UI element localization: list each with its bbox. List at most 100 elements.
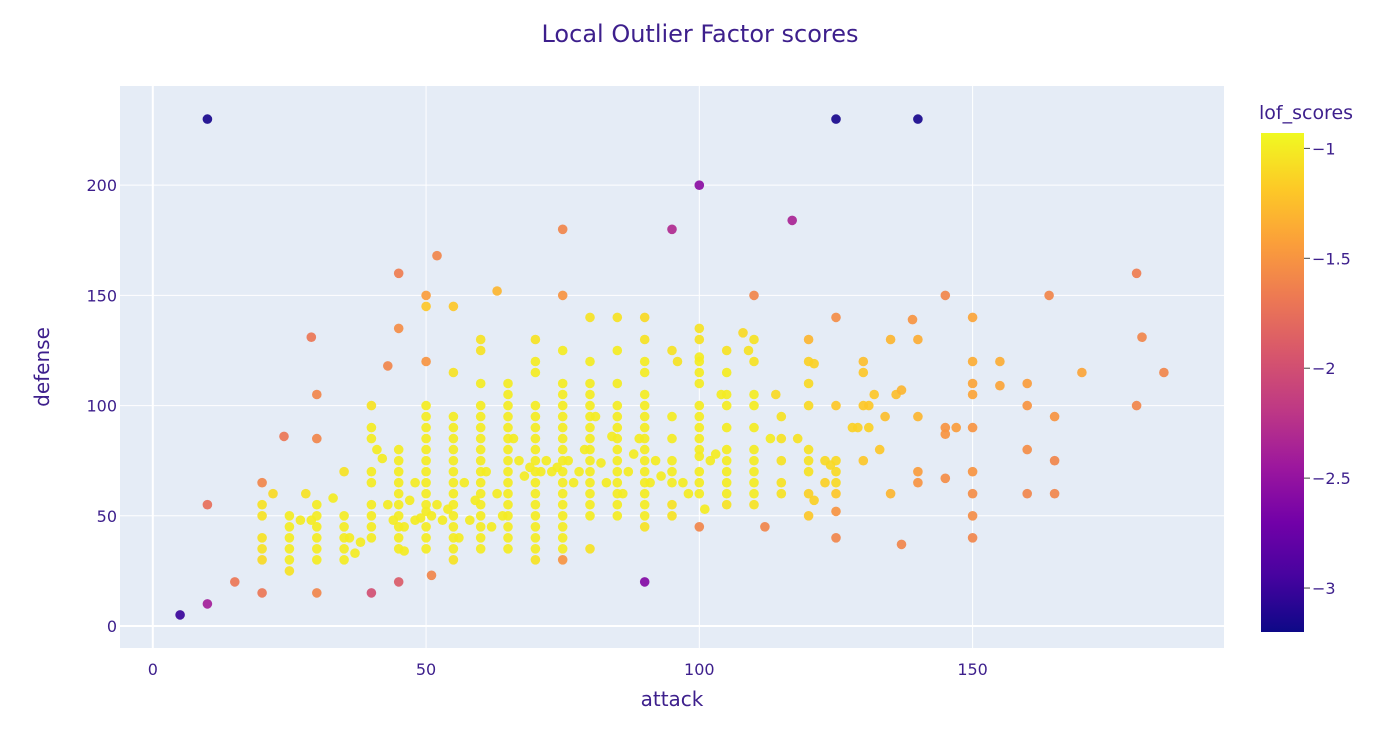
- data-point: [312, 544, 322, 554]
- data-point: [475, 411, 486, 422]
- data-point: [749, 389, 759, 400]
- data-point: [694, 422, 705, 433]
- data-point: [831, 114, 841, 124]
- data-point: [475, 378, 486, 389]
- data-point: [667, 499, 677, 510]
- data-point: [721, 400, 732, 411]
- data-point: [940, 422, 951, 433]
- data-point: [639, 312, 650, 323]
- data-point: [639, 356, 650, 367]
- colorbar-tick-label: −1.5: [1312, 249, 1351, 268]
- data-point: [694, 466, 705, 477]
- data-point: [366, 466, 377, 477]
- data-point: [913, 334, 923, 345]
- data-point: [541, 455, 552, 466]
- data-point: [1044, 290, 1054, 301]
- data-point: [667, 511, 677, 521]
- data-point: [612, 422, 623, 433]
- data-point: [694, 477, 705, 488]
- data-point: [967, 422, 978, 433]
- colorbar: [1261, 133, 1304, 632]
- data-point: [312, 389, 322, 400]
- data-point: [639, 455, 650, 466]
- data-point: [306, 515, 317, 525]
- colorbar-tick-label: −3: [1312, 579, 1336, 598]
- data-point: [530, 522, 541, 532]
- data-point: [639, 477, 650, 488]
- data-point: [448, 367, 459, 378]
- data-point: [967, 533, 978, 543]
- data-point: [448, 477, 459, 488]
- data-point: [803, 334, 814, 345]
- data-point: [421, 400, 431, 411]
- data-point: [716, 389, 726, 400]
- data-point: [1049, 411, 1060, 422]
- data-point: [612, 499, 623, 510]
- data-point: [443, 504, 453, 514]
- data-point: [519, 471, 530, 481]
- data-point: [393, 466, 404, 477]
- data-point: [869, 389, 879, 400]
- data-point: [694, 400, 705, 411]
- data-point: [760, 522, 770, 532]
- data-point: [585, 422, 595, 433]
- data-point: [607, 431, 617, 442]
- data-point: [864, 422, 874, 433]
- data-point: [858, 356, 869, 367]
- data-point: [1049, 455, 1060, 466]
- data-point: [557, 444, 568, 455]
- data-point: [530, 334, 541, 345]
- data-point: [776, 455, 787, 466]
- data-point: [656, 471, 666, 481]
- data-point: [366, 477, 377, 488]
- data-point: [421, 444, 431, 455]
- data-point: [612, 312, 623, 323]
- data-point: [421, 488, 431, 499]
- data-point: [448, 533, 459, 543]
- data-point: [421, 455, 431, 466]
- data-point: [1022, 378, 1032, 389]
- data-point: [284, 566, 295, 576]
- data-point: [475, 488, 486, 499]
- data-point: [393, 477, 404, 488]
- data-point: [585, 411, 595, 422]
- data-point: [393, 522, 404, 532]
- x-tick-label: 150: [957, 660, 988, 679]
- data-point: [421, 499, 431, 510]
- data-point: [776, 488, 787, 499]
- data-point: [787, 215, 797, 226]
- data-point: [557, 433, 568, 444]
- x-axis-title: attack: [641, 687, 704, 711]
- data-point: [530, 367, 541, 378]
- data-point: [639, 334, 650, 345]
- data-point: [557, 290, 568, 301]
- data-point: [459, 477, 470, 488]
- colorbar-tick-label: −2.5: [1312, 469, 1351, 488]
- data-point: [639, 444, 650, 455]
- data-point: [475, 466, 486, 477]
- data-point: [776, 411, 787, 422]
- data-point: [585, 466, 595, 477]
- data-point: [557, 389, 568, 400]
- colorbar-ticks: −1 −1.5 −2 −2.5 −3: [1304, 139, 1351, 598]
- data-point: [749, 444, 759, 455]
- data-point: [792, 433, 803, 444]
- data-point: [448, 522, 459, 532]
- x-tick-label: 50: [416, 660, 436, 679]
- data-point: [448, 411, 459, 422]
- data-point: [557, 522, 568, 532]
- colorbar-tick-label: −1: [1312, 139, 1336, 158]
- data-point: [557, 224, 568, 235]
- data-point: [612, 477, 623, 488]
- y-tick-labels: 0 50 100 150 200: [86, 176, 117, 636]
- data-point: [557, 555, 568, 565]
- data-point: [639, 577, 650, 587]
- data-point: [803, 444, 814, 455]
- data-point: [612, 345, 623, 356]
- data-point: [393, 268, 404, 279]
- data-point: [749, 290, 759, 301]
- data-point: [694, 433, 705, 444]
- data-point: [585, 433, 595, 444]
- data-point: [530, 422, 541, 433]
- data-point: [410, 515, 420, 525]
